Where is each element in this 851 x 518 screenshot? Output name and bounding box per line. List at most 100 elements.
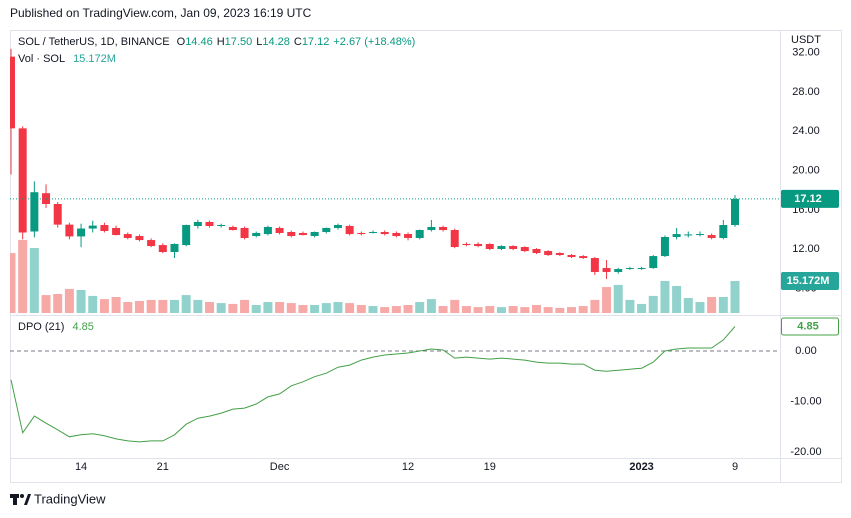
candle-body bbox=[439, 226, 448, 231]
volume-bar bbox=[438, 306, 448, 313]
candle-body bbox=[240, 227, 249, 238]
volume-bar bbox=[310, 304, 320, 313]
volume-badge-label: 15.172M bbox=[787, 275, 830, 287]
candle-body bbox=[263, 226, 272, 235]
candle-body bbox=[100, 225, 109, 232]
volume-bar bbox=[730, 280, 740, 313]
change-value: +2.67 (+18.48%) bbox=[333, 36, 415, 48]
dpo-legend: DPO (21) 4.85 bbox=[18, 321, 94, 333]
brand-logo: TradingView bbox=[10, 491, 106, 506]
volume-bar bbox=[508, 306, 518, 313]
volume-bar bbox=[660, 280, 670, 313]
volume-bar bbox=[240, 299, 250, 313]
volume-bar bbox=[602, 287, 612, 313]
currency-label: USDT bbox=[791, 34, 821, 46]
ohlc-key: H bbox=[217, 36, 225, 48]
candle-body bbox=[719, 225, 728, 238]
candle-body bbox=[193, 221, 202, 226]
dpo-title: DPO (21) bbox=[18, 321, 64, 333]
candle-body bbox=[520, 247, 529, 252]
volume-bar bbox=[613, 284, 623, 313]
ohlc-key: L bbox=[256, 36, 262, 48]
volume-bar bbox=[228, 303, 238, 313]
x-tick-label: 19 bbox=[484, 461, 496, 473]
candle-body bbox=[404, 234, 413, 238]
ohlc-value: 17.12 bbox=[302, 36, 330, 48]
volume-bar bbox=[18, 240, 28, 313]
dpo-line bbox=[10, 326, 736, 443]
ohlc-value: 14.46 bbox=[185, 36, 213, 48]
volume-bar bbox=[275, 302, 285, 313]
volume-bar bbox=[53, 294, 63, 313]
volume-bar bbox=[158, 299, 168, 313]
x-tick-label: 12 bbox=[402, 461, 414, 473]
candle-body bbox=[602, 268, 611, 272]
candle-body bbox=[310, 231, 319, 237]
candle-body bbox=[123, 234, 132, 238]
volume-bar bbox=[496, 307, 506, 313]
volume-bar bbox=[672, 285, 682, 313]
candle-body bbox=[228, 226, 237, 231]
volume-bar bbox=[543, 307, 553, 313]
volume-bar bbox=[415, 302, 425, 313]
candle-body bbox=[30, 192, 39, 232]
volume-legend: Vol · SOL 15.172M bbox=[18, 53, 116, 65]
candle-body bbox=[684, 234, 693, 236]
last-price-label: 17.12 bbox=[794, 193, 822, 205]
candle-body bbox=[88, 225, 97, 229]
volume-bar bbox=[356, 304, 366, 313]
candle-body bbox=[672, 234, 681, 238]
volume-bar bbox=[88, 295, 98, 313]
x-tick-label: 2023 bbox=[629, 461, 653, 473]
dpo-badge-label: 4.85 bbox=[797, 320, 818, 332]
candle-body bbox=[65, 224, 74, 237]
candle-body bbox=[182, 225, 191, 246]
volume-bar bbox=[531, 304, 541, 313]
candle-body bbox=[614, 269, 623, 272]
volume-bar bbox=[76, 290, 86, 313]
y-tick-label: 20.00 bbox=[792, 165, 820, 177]
volume-bar bbox=[333, 302, 343, 313]
volume-bar bbox=[181, 295, 191, 313]
volume-name: Vol · SOL bbox=[18, 53, 65, 65]
candle-body bbox=[205, 221, 214, 226]
candle-body bbox=[357, 232, 366, 235]
candle-body bbox=[450, 230, 459, 248]
candle-body bbox=[345, 226, 354, 235]
ohlc-key: O bbox=[177, 36, 186, 48]
volume-bar bbox=[169, 299, 179, 313]
symbol-title: SOL / TetherUS, 1D, BINANCE bbox=[18, 36, 170, 48]
volume-bar bbox=[146, 299, 156, 313]
candle-body bbox=[10, 56, 15, 129]
y-tick-label: 24.00 bbox=[792, 125, 820, 137]
candle-body bbox=[567, 254, 576, 258]
candle-body bbox=[147, 240, 156, 247]
dpo-pane bbox=[10, 326, 780, 443]
candle-body bbox=[369, 231, 377, 233]
main-pane bbox=[10, 48, 780, 313]
candle-body bbox=[112, 227, 121, 236]
volume-bar bbox=[567, 307, 577, 313]
candle-body bbox=[53, 203, 62, 225]
last-price-badge bbox=[781, 189, 839, 208]
candle-body bbox=[509, 246, 518, 249]
volume-bar bbox=[707, 296, 717, 313]
volume-bar bbox=[718, 296, 728, 313]
volume-bar bbox=[578, 306, 588, 313]
candle-body bbox=[135, 236, 144, 241]
logo-shape bbox=[13, 494, 17, 505]
y-tick-label: -20.00 bbox=[790, 446, 821, 458]
candle-body bbox=[392, 232, 401, 237]
volume-bar bbox=[263, 302, 273, 313]
legend: SOL / TetherUS, 1D, BINANCE O14.46 H17.50 L… bbox=[18, 36, 415, 333]
candle-body bbox=[579, 256, 588, 259]
candle-body bbox=[287, 231, 296, 237]
candle-body bbox=[298, 232, 307, 236]
brand-name: TradingView bbox=[34, 491, 106, 506]
volume-bar bbox=[368, 306, 378, 313]
frame bbox=[10, 30, 842, 483]
volume-badge bbox=[781, 271, 839, 290]
candle-body bbox=[380, 231, 389, 235]
volume-bar bbox=[625, 299, 635, 313]
